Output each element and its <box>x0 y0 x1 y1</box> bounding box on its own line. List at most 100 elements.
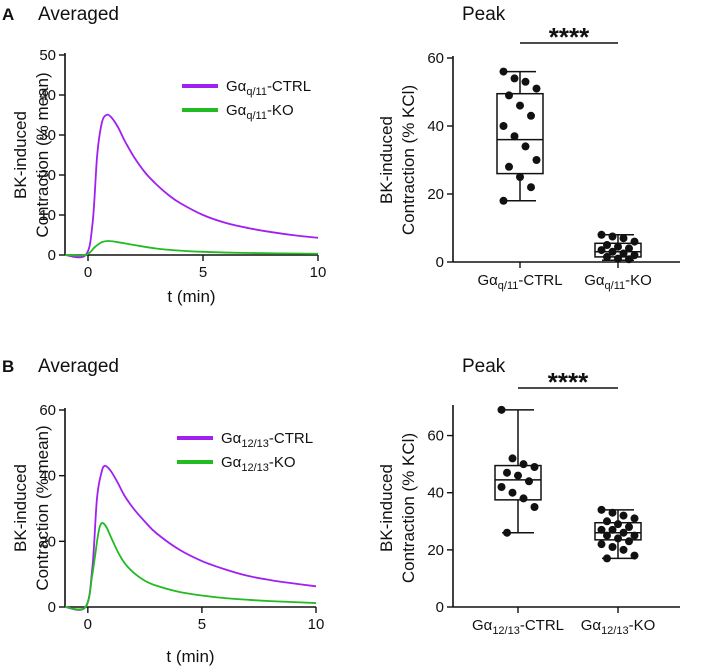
data-point <box>630 251 639 260</box>
y-tick-label: 60 <box>427 428 444 445</box>
data-point <box>525 477 533 486</box>
data-point <box>510 132 519 141</box>
panel-a-averaged-title: Averaged <box>38 4 119 25</box>
data-point <box>510 74 519 83</box>
data-point <box>597 246 606 255</box>
panel-label-a: A <box>2 5 14 24</box>
y-axis-label: Contraction (% mean) <box>33 72 52 237</box>
y-tick-label: 60 <box>427 50 444 67</box>
x-tick-label: 5 <box>199 264 207 281</box>
category-label: Gα12/13-KO <box>581 617 656 637</box>
data-point <box>603 531 611 540</box>
series-line <box>64 522 317 611</box>
data-point <box>625 523 633 531</box>
data-point <box>514 471 522 480</box>
data-point <box>603 241 611 249</box>
legend-entry: Gαq/11-CTRL <box>226 78 311 98</box>
data-point <box>603 554 611 563</box>
data-point <box>625 255 633 264</box>
x-tick-label: 0 <box>84 616 92 633</box>
data-point <box>619 234 628 243</box>
panel-b-peak-chart: 0 20 40 60 BK-induced Contraction (% KCl) Gα12… <box>377 367 680 637</box>
y-tick-label: 0 <box>436 599 444 616</box>
y-axis-label: BK-induced <box>11 464 30 552</box>
data-point <box>614 534 622 543</box>
series-line <box>64 240 319 257</box>
y-axis-label: BK-induced <box>11 111 30 199</box>
y-tick-label: 30 <box>39 127 56 144</box>
significance-stars: **** <box>549 22 590 52</box>
category-label: Gαq/11-CTRL <box>477 272 562 292</box>
category-label: Gα12/13-CTRL <box>472 617 564 637</box>
data-point <box>625 537 633 546</box>
x-tick-label: 10 <box>310 264 327 281</box>
data-point <box>497 405 506 414</box>
data-point <box>603 517 611 526</box>
y-tick-label: 20 <box>427 542 444 559</box>
y-tick-label: 10 <box>39 207 56 224</box>
y-axis-label: Contraction (% KCl) <box>399 433 418 583</box>
y-tick-label: 50 <box>39 47 56 64</box>
y-axis-label: BK-induced <box>377 464 396 552</box>
x-axis-label: t (min) <box>167 287 215 306</box>
data-point <box>530 463 539 471</box>
data-point <box>630 531 639 540</box>
series-line <box>64 113 319 259</box>
data-point <box>521 77 530 86</box>
panel-label-b: B <box>2 357 14 376</box>
data-point <box>597 505 606 514</box>
data-point <box>503 528 511 537</box>
x-tick-label: 5 <box>198 616 206 633</box>
y-tick-label: 0 <box>436 254 444 271</box>
y-axis-label: Contraction (% KCl) <box>399 85 418 235</box>
data-point <box>597 230 606 239</box>
data-point <box>630 514 639 523</box>
panel-b-averaged-chart: 0 20 40 60 BK-induced Contraction (% mean) 0 5 1… <box>11 402 324 666</box>
data-point <box>614 242 622 251</box>
data-point <box>614 520 622 529</box>
data-point <box>499 122 508 130</box>
data-point <box>608 247 617 256</box>
y-tick-label: 0 <box>48 247 56 264</box>
data-point <box>508 488 517 497</box>
iqr-box <box>494 464 542 501</box>
panel-b-averaged-title: Averaged <box>38 356 119 377</box>
data-point <box>505 91 513 100</box>
significance-stars: **** <box>548 367 589 397</box>
data-point <box>508 454 517 463</box>
data-point <box>530 503 539 511</box>
data-point <box>608 543 617 551</box>
legend-entry: Gα12/13-CTRL <box>221 430 313 450</box>
data-point <box>499 67 508 76</box>
data-point <box>608 232 617 241</box>
data-point <box>619 545 628 554</box>
x-tick-label: 0 <box>84 264 92 281</box>
data-point <box>619 249 628 258</box>
y-axis-label: Contraction (% mean) <box>33 425 52 590</box>
x-axis-label: t (min) <box>166 647 214 666</box>
y-tick-label: 60 <box>39 402 56 419</box>
data-point <box>503 468 511 477</box>
data-point <box>532 84 541 93</box>
data-point <box>614 254 622 263</box>
y-tick-label: 40 <box>39 87 56 104</box>
data-point <box>527 111 535 120</box>
panel-b-peak-title: Peak <box>462 356 506 377</box>
data-point <box>499 196 508 205</box>
data-point <box>603 252 611 261</box>
y-tick-label: 20 <box>39 167 56 184</box>
series-line <box>64 464 317 611</box>
y-axis-label: BK-induced <box>377 116 396 204</box>
data-point <box>516 101 524 110</box>
data-point <box>630 237 639 246</box>
category-label: Gαq/11-KO <box>584 272 652 292</box>
data-point <box>532 156 541 164</box>
y-tick-label: 20 <box>39 533 56 550</box>
legend-entry: Gαq/11-KO <box>226 102 294 122</box>
data-point <box>597 540 606 549</box>
y-tick-label: 40 <box>427 118 444 135</box>
y-tick-label: 40 <box>427 485 444 502</box>
panel-a-peak-title: Peak <box>462 4 506 25</box>
panel-a-peak-chart: 0 20 40 60 BK-induced Contraction (% KCl) Gαq/… <box>377 22 680 292</box>
